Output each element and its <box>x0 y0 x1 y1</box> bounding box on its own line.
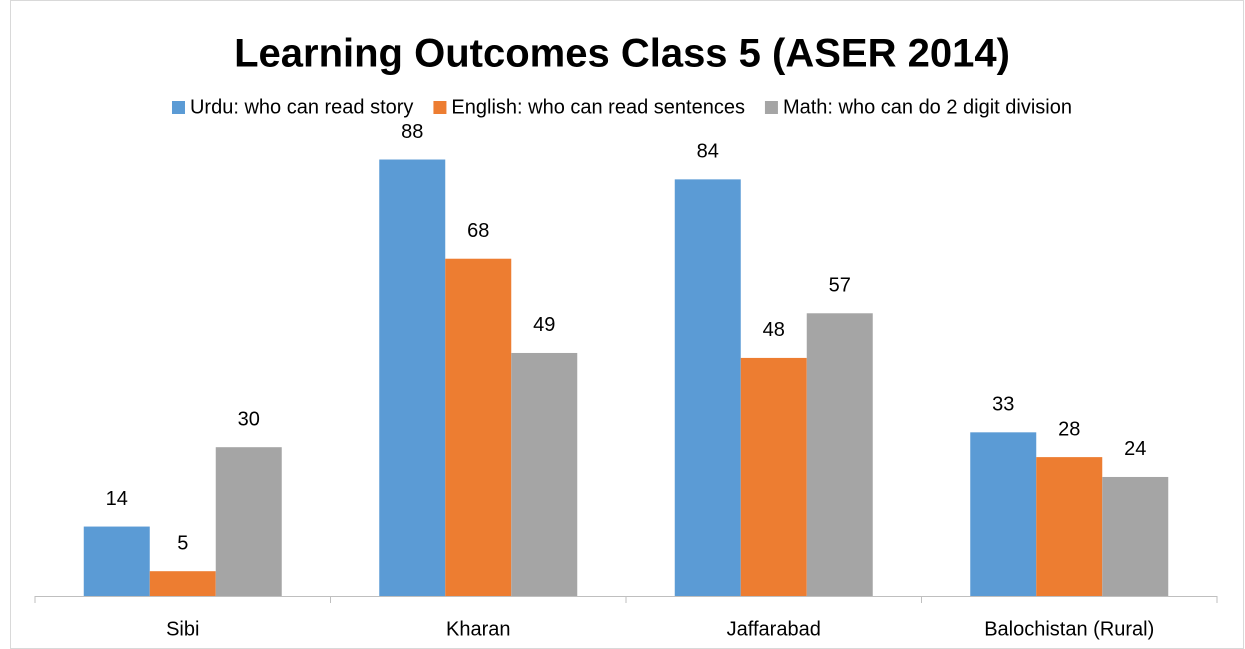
x-tick-label: Sibi <box>166 618 199 640</box>
bar <box>1036 457 1103 596</box>
legend-label: Urdu: who can read story <box>190 96 413 118</box>
bar <box>83 526 150 596</box>
x-tick-label: Kharan <box>446 618 511 640</box>
bar <box>806 313 873 596</box>
bar <box>215 447 282 596</box>
legend-label: Math: who can do 2 digit division <box>783 96 1072 118</box>
bar <box>379 159 446 596</box>
bar <box>674 179 741 597</box>
data-label: 88 <box>401 121 423 143</box>
legend-label: English: who can read sentences <box>451 96 745 118</box>
data-label: 57 <box>829 275 851 297</box>
bar <box>149 571 216 596</box>
data-label: 48 <box>763 319 785 341</box>
data-label: 14 <box>106 488 128 510</box>
bar <box>445 258 512 596</box>
data-label: 84 <box>697 141 719 163</box>
x-tick-label: Balochistan (Rural) <box>984 618 1154 640</box>
legend-swatch <box>171 101 185 114</box>
legend-swatch <box>764 101 778 114</box>
data-label: 30 <box>238 408 260 430</box>
data-label: 49 <box>533 314 555 336</box>
data-label: 28 <box>1058 418 1080 440</box>
bar <box>970 432 1037 596</box>
data-label: 5 <box>177 532 188 554</box>
data-label: 68 <box>467 220 489 242</box>
chart-title: Learning Outcomes Class 5 (ASER 2014) <box>234 32 1010 76</box>
data-label: 33 <box>992 394 1014 416</box>
x-tick-label: Jaffarabad <box>727 618 821 640</box>
legend-swatch <box>433 101 447 114</box>
legend: Urdu: who can read story English: who can… <box>171 96 1072 118</box>
bar <box>511 352 578 596</box>
bar <box>740 357 807 596</box>
bar <box>1102 476 1169 596</box>
data-label: 24 <box>1124 438 1146 460</box>
